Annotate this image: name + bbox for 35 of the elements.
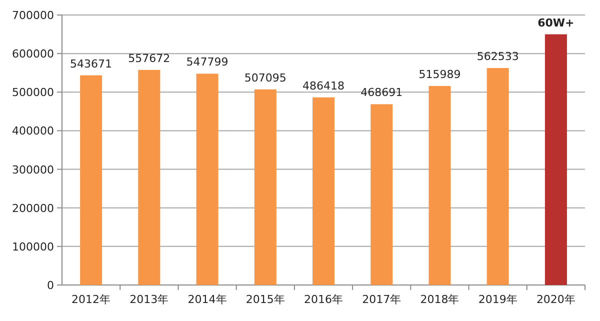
x-tick-label: 2018年: [420, 293, 460, 306]
y-tick-label: 500000: [12, 86, 54, 100]
data-label: 515989: [418, 68, 461, 81]
x-tick-label: 2012年: [72, 293, 111, 306]
y-tick-label: 700000: [12, 9, 54, 22]
bar: [486, 68, 509, 285]
data-label: 547799: [186, 56, 228, 69]
bar: [428, 86, 451, 285]
bar: [254, 89, 276, 285]
data-label: 557672: [128, 52, 170, 65]
bar: [80, 75, 102, 285]
annotation: 60W+: [538, 16, 574, 30]
bar: [370, 104, 393, 285]
x-tick-label: 2014年: [188, 293, 227, 306]
x-tick-label: 2019年: [478, 293, 518, 306]
data-label: 562533: [476, 50, 519, 64]
y-tick-label: 400000: [12, 124, 54, 138]
data-label: 507095: [244, 71, 286, 84]
bar: [196, 74, 218, 285]
x-tick-label: 2016年: [304, 293, 343, 306]
x-tick-label: 2013年: [130, 293, 169, 306]
y-tick-label: 200000: [12, 202, 54, 215]
y-tick-label: 100000: [12, 240, 54, 254]
bar: [544, 34, 567, 285]
y-tick-label: 0: [47, 279, 54, 292]
x-tick-label: 2017年: [362, 293, 402, 306]
y-tick-label: 600000: [12, 48, 54, 61]
bar: [312, 97, 334, 285]
data-label: 543671: [70, 57, 112, 70]
bar: [138, 70, 160, 285]
x-tick-label: 2020年: [536, 293, 576, 306]
x-tick-label: 2015年: [246, 293, 285, 306]
y-tick-label: 300000: [12, 163, 54, 176]
data-label: 468691: [360, 86, 403, 100]
data-label: 486418: [302, 79, 344, 92]
